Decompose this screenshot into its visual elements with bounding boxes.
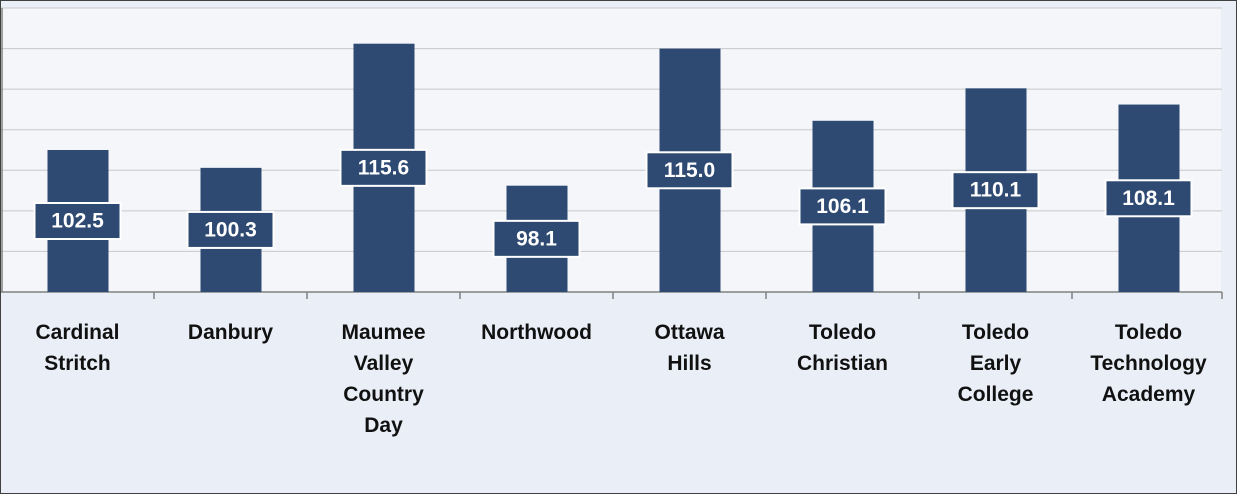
plot-area bbox=[1, 8, 1221, 292]
x-tick-label: Toledo Christian bbox=[796, 321, 889, 375]
value-label: 115.6 bbox=[358, 156, 409, 179]
x-tick-label: Danbury bbox=[187, 321, 274, 344]
value-label-box bbox=[492, 219, 581, 258]
x-tick-label: Ottawa Hills bbox=[654, 321, 725, 375]
x-tick-label: Toledo Early College bbox=[957, 321, 1034, 406]
value-label: 115.0 bbox=[664, 159, 715, 182]
value-label: 98.1 bbox=[516, 227, 557, 250]
x-tick-label: Toledo Technology Academy bbox=[1090, 321, 1207, 406]
value-label-box bbox=[798, 187, 887, 226]
x-tick-label: Cardinal Stritch bbox=[35, 321, 120, 375]
value-label-box bbox=[33, 202, 122, 240]
value-label-box bbox=[339, 148, 428, 187]
x-tick-label: Maumee Valley Country Day bbox=[341, 321, 426, 437]
value-label: 108.1 bbox=[1122, 187, 1175, 210]
value-label-box bbox=[951, 171, 1040, 210]
value-label-box bbox=[645, 151, 734, 190]
x-tick-label: Northwood bbox=[481, 321, 592, 344]
value-label: 106.1 bbox=[816, 195, 869, 218]
value-label: 110.1 bbox=[970, 179, 1022, 202]
value-label: 100.3 bbox=[204, 218, 257, 241]
value-label: 102.5 bbox=[51, 210, 104, 233]
value-label-box bbox=[186, 210, 275, 249]
value-label-box bbox=[1104, 179, 1193, 218]
